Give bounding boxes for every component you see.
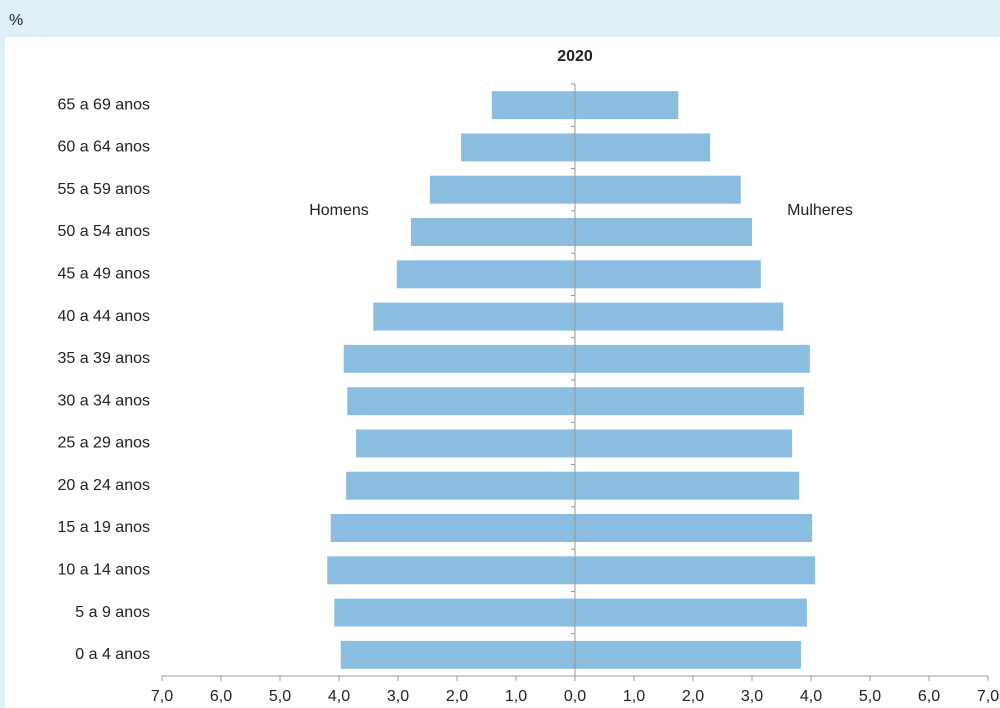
bar <box>575 91 679 120</box>
series-label: Homens <box>309 202 369 219</box>
bar <box>429 175 575 204</box>
bar <box>575 640 801 669</box>
bar <box>575 387 804 416</box>
y-tick-label: 20 a 24 anos <box>57 477 150 494</box>
y-tick-label: 15 a 19 anos <box>57 519 150 536</box>
y-tick-label: 65 a 69 anos <box>57 96 150 113</box>
x-tick-label: 2,0 <box>682 688 704 705</box>
x-tick-label: 4,0 <box>800 688 822 705</box>
series-label: Mulheres <box>787 202 853 219</box>
bar <box>373 302 575 331</box>
bar <box>491 91 575 120</box>
bar <box>327 556 575 585</box>
x-tick-label: 1,0 <box>505 688 527 705</box>
y-tick-label: 45 a 49 anos <box>57 266 150 283</box>
x-tick-label: 3,0 <box>741 688 763 705</box>
bar <box>575 218 752 246</box>
y-tick-label: 55 a 59 anos <box>57 181 150 198</box>
left-band <box>0 0 5 708</box>
x-tick-label: 4,0 <box>328 688 350 705</box>
bar <box>575 514 813 542</box>
y-tick-label: 60 a 64 anos <box>57 139 150 156</box>
bar <box>396 260 575 289</box>
x-tick-label: 5,0 <box>269 688 291 705</box>
bar <box>575 133 711 162</box>
x-tick-label: 0,0 <box>564 688 586 705</box>
bar <box>575 302 784 331</box>
x-tick-label: 7,0 <box>151 688 173 705</box>
bar <box>356 429 575 458</box>
x-tick-label: 3,0 <box>387 688 409 705</box>
y-tick-label: 0 a 4 anos <box>75 646 150 663</box>
bar <box>347 387 575 416</box>
bar <box>575 556 816 585</box>
header-band <box>0 0 1000 37</box>
x-tick-label: 1,0 <box>623 688 645 705</box>
y-tick-label: 40 a 44 anos <box>57 308 150 325</box>
chart-title: 2020 <box>557 48 593 65</box>
y-tick-label: 10 a 14 anos <box>57 562 150 579</box>
bar <box>575 260 761 289</box>
bar <box>330 514 575 542</box>
x-tick-label: 6,0 <box>918 688 940 705</box>
bar <box>334 598 575 627</box>
y-tick-label: 50 a 54 anos <box>57 223 150 240</box>
bar <box>575 598 807 627</box>
bar <box>575 471 800 500</box>
bar <box>575 429 793 458</box>
bar <box>575 344 810 373</box>
y-tick-label: 35 a 39 anos <box>57 350 150 367</box>
y-tick-label: 5 a 9 anos <box>75 604 150 621</box>
bar <box>410 218 575 246</box>
unit-label: % <box>9 12 23 29</box>
bar <box>461 133 575 162</box>
y-tick-label: 30 a 34 anos <box>57 392 150 409</box>
bar <box>340 640 575 669</box>
bar <box>346 471 575 500</box>
x-tick-label: 5,0 <box>859 688 881 705</box>
bar <box>575 175 741 204</box>
y-tick-label: 25 a 29 anos <box>57 435 150 452</box>
x-tick-label: 7,0 <box>977 688 999 705</box>
x-tick-label: 2,0 <box>446 688 468 705</box>
bar <box>343 344 575 373</box>
x-tick-label: 6,0 <box>210 688 232 705</box>
